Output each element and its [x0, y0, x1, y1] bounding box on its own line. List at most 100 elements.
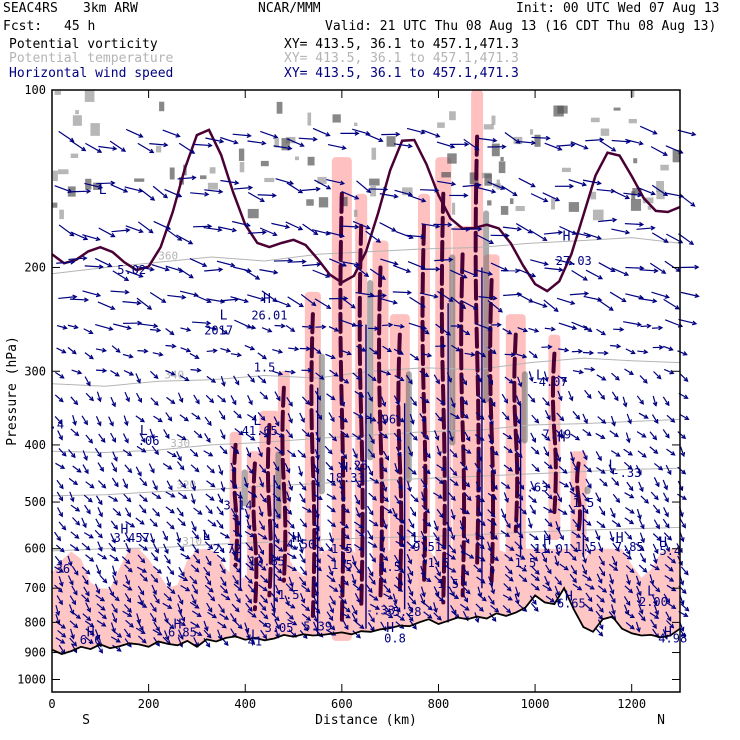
wind-arrowhead [246, 133, 252, 139]
wind-arrow [462, 566, 469, 576]
wind-arrow [518, 177, 535, 188]
wind-arrow [137, 221, 154, 234]
wind-arrow [312, 611, 318, 622]
wind-arrow [314, 298, 331, 309]
wind-arrow [245, 447, 251, 457]
wind-arrow [609, 507, 616, 518]
wind-arrow [585, 478, 592, 488]
wind-arrow [582, 518, 591, 526]
wind-arrow [368, 347, 378, 355]
wind-arrowhead [164, 266, 170, 272]
wind-arrow [178, 629, 184, 640]
wind-arrowhead [505, 532, 511, 537]
wind-arrow [652, 504, 660, 514]
wind-arrow [460, 576, 467, 586]
wind-arrowhead [127, 607, 132, 613]
wind-arrow [274, 324, 285, 327]
wind-arrowhead [569, 183, 575, 189]
wind-arrow [189, 448, 198, 457]
wind-arrow [568, 504, 575, 514]
wind-arrow [165, 265, 184, 273]
wind-arrow [515, 586, 520, 597]
wind-arrowhead [234, 449, 240, 455]
wind-arrowhead [56, 536, 62, 542]
wind-arrowhead [263, 578, 269, 584]
wind-arrowhead [247, 606, 253, 612]
wind-arrowhead [194, 548, 199, 554]
contour-annotation: H [174, 618, 182, 633]
wind-arrowhead [73, 324, 79, 330]
shaded-tropopause [534, 134, 541, 147]
wind-arrowhead [621, 297, 627, 303]
wind-arrow [487, 595, 495, 605]
wind-arrowhead [290, 369, 296, 375]
wind-arrowhead [405, 268, 412, 273]
wind-arrowhead [654, 549, 659, 555]
contour-annotation: 4.98 [658, 631, 687, 645]
wind-arrowhead [380, 547, 386, 553]
contour-annotation: -.33 [612, 466, 641, 480]
wind-arrowhead [453, 481, 459, 487]
wind-arrow [423, 602, 433, 611]
wind-arrowhead [684, 415, 690, 420]
wind-arrow [582, 574, 592, 581]
wind-arrowhead [637, 470, 642, 476]
wind-arrowhead [616, 343, 622, 349]
wind-arrowhead [181, 435, 187, 441]
wind-arrow [164, 188, 182, 198]
wind-arrow [178, 479, 186, 488]
wind-arrowhead [375, 238, 381, 243]
wind-arrowhead [84, 597, 90, 603]
wind-arrow [626, 481, 634, 491]
wind-arrowhead [221, 581, 227, 587]
wind-arrowhead [527, 523, 533, 529]
contour-annotation: 1.5 [515, 556, 537, 570]
wind-arrow [543, 530, 551, 540]
wind-arrowhead [97, 184, 104, 190]
wind-arrowhead [60, 639, 66, 644]
contour-annotation: -.33 [366, 603, 395, 617]
wind-arrowhead [611, 147, 617, 152]
wind-arrowhead [231, 468, 236, 474]
wind-arrowhead [97, 452, 102, 458]
wind-arrowhead [152, 607, 157, 613]
wind-arrowhead [599, 607, 604, 613]
wind-arrow [611, 604, 615, 615]
wind-arrow [516, 491, 523, 501]
wind-arrow [219, 585, 228, 594]
wind-arrow [341, 553, 346, 564]
wind-arrowhead [89, 630, 95, 636]
wind-arrow [204, 416, 212, 426]
wind-arrowhead [506, 523, 511, 529]
wind-arrow [98, 145, 117, 150]
wind-arrow [353, 411, 363, 418]
wind-arrowhead [207, 223, 213, 229]
contour-annotation: 41.65 [242, 424, 278, 438]
wind-arrowhead [533, 556, 539, 562]
wind-arrow [56, 507, 63, 517]
pv-updraft-column [338, 191, 346, 625]
wind-arrowhead [542, 236, 548, 242]
wind-arrow [285, 429, 293, 438]
wind-arrowhead [95, 236, 101, 242]
wind-arrowhead [487, 547, 493, 553]
wind-arrowhead [596, 180, 602, 186]
wind-arrowhead [386, 347, 393, 353]
wind-arrowhead [331, 495, 337, 500]
wind-arrow [639, 552, 646, 563]
wind-arrow [216, 506, 224, 516]
wind-arrow [649, 574, 654, 585]
wind-arrow [54, 531, 61, 541]
wind-arrow [138, 543, 148, 551]
wind-arrow [355, 507, 361, 518]
wind-arrow [111, 612, 117, 623]
wind-arrow [247, 192, 265, 202]
wind-arrowhead [163, 193, 169, 199]
wind-arrowhead [424, 508, 430, 514]
wind-arrow [624, 223, 643, 226]
wind-arrow [58, 644, 66, 654]
wind-arrowhead [210, 468, 215, 474]
wind-arrow [410, 494, 419, 502]
wind-arrowhead [344, 625, 349, 631]
wind-arrow [84, 620, 94, 628]
